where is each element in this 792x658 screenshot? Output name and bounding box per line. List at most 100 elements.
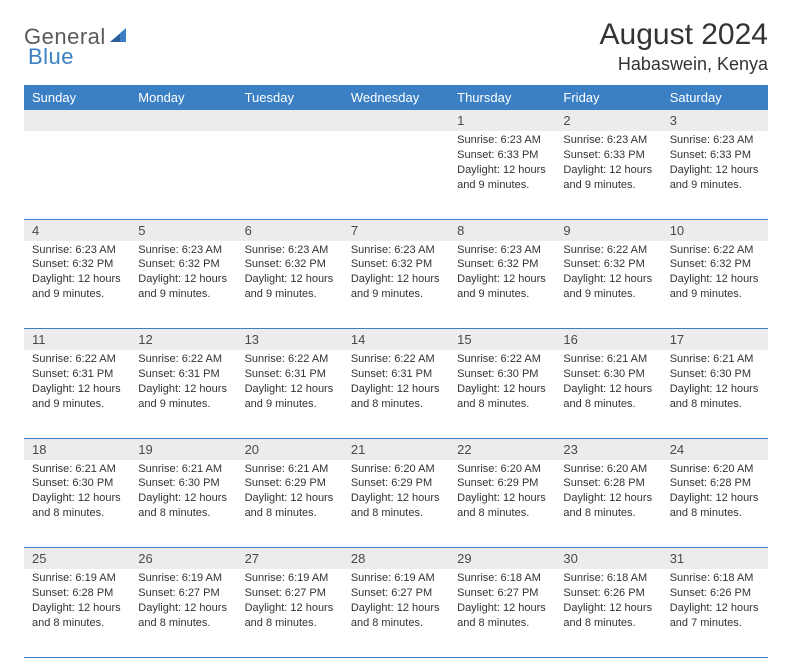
daylight-line: Daylight: 12 hours xyxy=(457,272,547,287)
day-details: Sunrise: 6:23 AMSunset: 6:33 PMDaylight:… xyxy=(449,131,555,196)
sunset-line: Sunset: 6:33 PM xyxy=(457,148,547,163)
day-details-cell: Sunrise: 6:20 AMSunset: 6:28 PMDaylight:… xyxy=(555,460,661,548)
day-details-cell: Sunrise: 6:21 AMSunset: 6:30 PMDaylight:… xyxy=(555,350,661,438)
day-details: Sunrise: 6:19 AMSunset: 6:27 PMDaylight:… xyxy=(343,569,449,634)
daylight-line: and 9 minutes. xyxy=(563,287,653,302)
day-details-cell: Sunrise: 6:21 AMSunset: 6:30 PMDaylight:… xyxy=(130,460,236,548)
day-details-cell: Sunrise: 6:23 AMSunset: 6:32 PMDaylight:… xyxy=(343,241,449,329)
daylight-line: and 9 minutes. xyxy=(563,178,653,193)
sunset-line: Sunset: 6:31 PM xyxy=(351,367,441,382)
daylight-line: and 8 minutes. xyxy=(563,397,653,412)
day-number-cell: 16 xyxy=(555,329,661,351)
day-details-cell xyxy=(237,131,343,219)
day-details: Sunrise: 6:22 AMSunset: 6:31 PMDaylight:… xyxy=(24,350,130,415)
daylight-line: and 8 minutes. xyxy=(670,397,760,412)
day-details: Sunrise: 6:21 AMSunset: 6:29 PMDaylight:… xyxy=(237,460,343,525)
daylight-line: and 9 minutes. xyxy=(245,287,335,302)
sunrise-line: Sunrise: 6:22 AM xyxy=(351,352,441,367)
day-number: 13 xyxy=(245,332,259,347)
weekday-tuesday: Tuesday xyxy=(237,85,343,110)
day-details-cell: Sunrise: 6:21 AMSunset: 6:30 PMDaylight:… xyxy=(662,350,768,438)
daylight-line: and 8 minutes. xyxy=(32,506,122,521)
sunset-line: Sunset: 6:32 PM xyxy=(670,257,760,272)
day-number: 3 xyxy=(670,113,677,128)
daylight-line: and 8 minutes. xyxy=(138,616,228,631)
daylight-line: Daylight: 12 hours xyxy=(563,601,653,616)
day-number-cell: 18 xyxy=(24,438,130,460)
sunrise-line: Sunrise: 6:22 AM xyxy=(32,352,122,367)
sunrise-line: Sunrise: 6:22 AM xyxy=(563,243,653,258)
daylight-line: and 9 minutes. xyxy=(351,287,441,302)
day-number-cell: 19 xyxy=(130,438,236,460)
daylight-line: Daylight: 12 hours xyxy=(138,382,228,397)
sunset-line: Sunset: 6:27 PM xyxy=(351,586,441,601)
day-details: Sunrise: 6:22 AMSunset: 6:31 PMDaylight:… xyxy=(237,350,343,415)
day-details-cell: Sunrise: 6:23 AMSunset: 6:33 PMDaylight:… xyxy=(555,131,661,219)
day-details: Sunrise: 6:18 AMSunset: 6:26 PMDaylight:… xyxy=(662,569,768,634)
sunrise-line: Sunrise: 6:20 AM xyxy=(351,462,441,477)
day-number: 21 xyxy=(351,442,365,457)
sunrise-line: Sunrise: 6:23 AM xyxy=(563,133,653,148)
daylight-line: and 8 minutes. xyxy=(457,506,547,521)
weekday-wednesday: Wednesday xyxy=(343,85,449,110)
sunrise-line: Sunrise: 6:18 AM xyxy=(563,571,653,586)
day-details-cell: Sunrise: 6:19 AMSunset: 6:28 PMDaylight:… xyxy=(24,569,130,657)
daylight-line: Daylight: 12 hours xyxy=(138,601,228,616)
sunset-line: Sunset: 6:30 PM xyxy=(670,367,760,382)
daylight-line: and 9 minutes. xyxy=(245,397,335,412)
daylight-line: Daylight: 12 hours xyxy=(351,491,441,506)
day-details-cell: Sunrise: 6:23 AMSunset: 6:32 PMDaylight:… xyxy=(449,241,555,329)
sunset-line: Sunset: 6:27 PM xyxy=(245,586,335,601)
day-details-cell: Sunrise: 6:18 AMSunset: 6:27 PMDaylight:… xyxy=(449,569,555,657)
daylight-line: Daylight: 12 hours xyxy=(670,382,760,397)
sunrise-line: Sunrise: 6:20 AM xyxy=(457,462,547,477)
day-details: Sunrise: 6:22 AMSunset: 6:32 PMDaylight:… xyxy=(662,241,768,306)
daylight-line: Daylight: 12 hours xyxy=(563,272,653,287)
daylight-line: and 8 minutes. xyxy=(32,616,122,631)
day-number: 7 xyxy=(351,223,358,238)
daylight-line: Daylight: 12 hours xyxy=(138,491,228,506)
daylight-line: Daylight: 12 hours xyxy=(351,272,441,287)
day-number: 14 xyxy=(351,332,365,347)
calendar-table: Sunday Monday Tuesday Wednesday Thursday… xyxy=(24,85,768,658)
sunrise-line: Sunrise: 6:21 AM xyxy=(670,352,760,367)
sunrise-line: Sunrise: 6:21 AM xyxy=(563,352,653,367)
day-number: 8 xyxy=(457,223,464,238)
day-details: Sunrise: 6:23 AMSunset: 6:32 PMDaylight:… xyxy=(449,241,555,306)
day-number-cell: 2 xyxy=(555,110,661,131)
day-details: Sunrise: 6:22 AMSunset: 6:30 PMDaylight:… xyxy=(449,350,555,415)
day-number-cell: 20 xyxy=(237,438,343,460)
day-number: 26 xyxy=(138,551,152,566)
day-details-cell: Sunrise: 6:22 AMSunset: 6:31 PMDaylight:… xyxy=(130,350,236,438)
day-number: 27 xyxy=(245,551,259,566)
sunset-line: Sunset: 6:32 PM xyxy=(457,257,547,272)
day-details: Sunrise: 6:19 AMSunset: 6:28 PMDaylight:… xyxy=(24,569,130,634)
logo-text-blue: Blue xyxy=(28,44,74,69)
day-details-cell: Sunrise: 6:22 AMSunset: 6:32 PMDaylight:… xyxy=(662,241,768,329)
day-number-cell: 25 xyxy=(24,548,130,570)
day-details: Sunrise: 6:21 AMSunset: 6:30 PMDaylight:… xyxy=(130,460,236,525)
daylight-line: and 8 minutes. xyxy=(138,506,228,521)
sunset-line: Sunset: 6:30 PM xyxy=(563,367,653,382)
sunrise-line: Sunrise: 6:18 AM xyxy=(457,571,547,586)
day-number-cell: 23 xyxy=(555,438,661,460)
daylight-line: Daylight: 12 hours xyxy=(670,163,760,178)
day-number: 30 xyxy=(563,551,577,566)
sunrise-line: Sunrise: 6:21 AM xyxy=(245,462,335,477)
sunset-line: Sunset: 6:32 PM xyxy=(351,257,441,272)
sunset-line: Sunset: 6:28 PM xyxy=(32,586,122,601)
sunset-line: Sunset: 6:29 PM xyxy=(457,476,547,491)
day-details: Sunrise: 6:20 AMSunset: 6:28 PMDaylight:… xyxy=(662,460,768,525)
day-details-cell: Sunrise: 6:22 AMSunset: 6:31 PMDaylight:… xyxy=(237,350,343,438)
day-details: Sunrise: 6:18 AMSunset: 6:27 PMDaylight:… xyxy=(449,569,555,634)
daylight-line: and 7 minutes. xyxy=(670,616,760,631)
daylight-line: Daylight: 12 hours xyxy=(245,601,335,616)
sunset-line: Sunset: 6:28 PM xyxy=(670,476,760,491)
daynum-row: 45678910 xyxy=(24,219,768,241)
day-number: 9 xyxy=(563,223,570,238)
daylight-line: and 9 minutes. xyxy=(32,287,122,302)
day-number: 6 xyxy=(245,223,252,238)
sunrise-line: Sunrise: 6:23 AM xyxy=(457,133,547,148)
sunset-line: Sunset: 6:31 PM xyxy=(245,367,335,382)
daylight-line: Daylight: 12 hours xyxy=(670,491,760,506)
